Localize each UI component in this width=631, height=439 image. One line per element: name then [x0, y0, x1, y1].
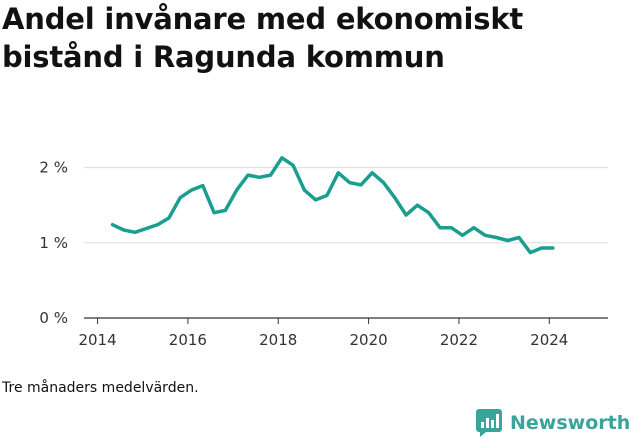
data-point [416, 203, 419, 207]
data-point [201, 184, 205, 187]
data-point [325, 194, 329, 197]
data-point [246, 173, 250, 177]
data-point [303, 188, 306, 192]
data-point [212, 211, 216, 214]
chart-title: Andel invånare med ekonomiskt bistånd i … [2, 2, 524, 74]
data-point [111, 223, 114, 226]
data-point [427, 211, 430, 214]
data-point [382, 181, 385, 184]
data-point [167, 216, 171, 220]
data-point [472, 226, 476, 229]
data-point [359, 183, 363, 187]
bar-chart-logo-icon [476, 409, 502, 437]
data-point [258, 176, 261, 179]
data-point [506, 239, 509, 242]
x-tick-label: 2020 [349, 331, 387, 349]
data-point [371, 171, 374, 175]
data-point [291, 164, 295, 167]
data-point [337, 171, 340, 175]
x-tick-label: 2022 [440, 331, 478, 349]
x-axis-ticks: 2014 2016 2018 2020 2022 2024 [78, 318, 568, 349]
data-point [156, 223, 159, 226]
chart-caption: Tre månaders medelvärden. [2, 380, 199, 396]
y-tick-label: 1 % [39, 234, 68, 252]
y-tick-label: 0 % [39, 309, 68, 327]
data-point [133, 231, 137, 234]
brand-name: Newsworthy [510, 412, 631, 434]
data-point [224, 209, 227, 212]
data-point [122, 228, 125, 232]
data-point [551, 246, 555, 250]
x-tick-label: 2014 [78, 331, 116, 349]
grid-lines [84, 167, 608, 319]
data-point [438, 226, 442, 229]
data-point [145, 227, 148, 230]
data-point [348, 181, 351, 184]
data-point [393, 196, 396, 199]
data-point [495, 236, 498, 239]
data-point [269, 173, 272, 177]
data-point [190, 188, 193, 192]
series-line [110, 156, 555, 255]
data-point [461, 234, 464, 237]
y-tick-label: 2 % [39, 159, 68, 177]
data-point [235, 188, 238, 192]
data-point [314, 198, 317, 202]
series-layer [110, 156, 555, 255]
data-point [280, 156, 284, 159]
x-tick-label: 2018 [259, 331, 297, 349]
y-axis-ticks: 0 % 1 % 2 % [39, 159, 68, 327]
data-point [483, 234, 487, 237]
data-point [529, 251, 532, 254]
x-tick-label: 2024 [530, 331, 568, 349]
newsworthy-logo[interactable]: Newsworthy [476, 408, 631, 438]
data-point [404, 213, 408, 217]
x-tick-label: 2016 [169, 331, 207, 349]
data-point [517, 236, 521, 239]
data-point [540, 246, 543, 250]
data-point [179, 196, 182, 199]
data-point [450, 226, 453, 229]
